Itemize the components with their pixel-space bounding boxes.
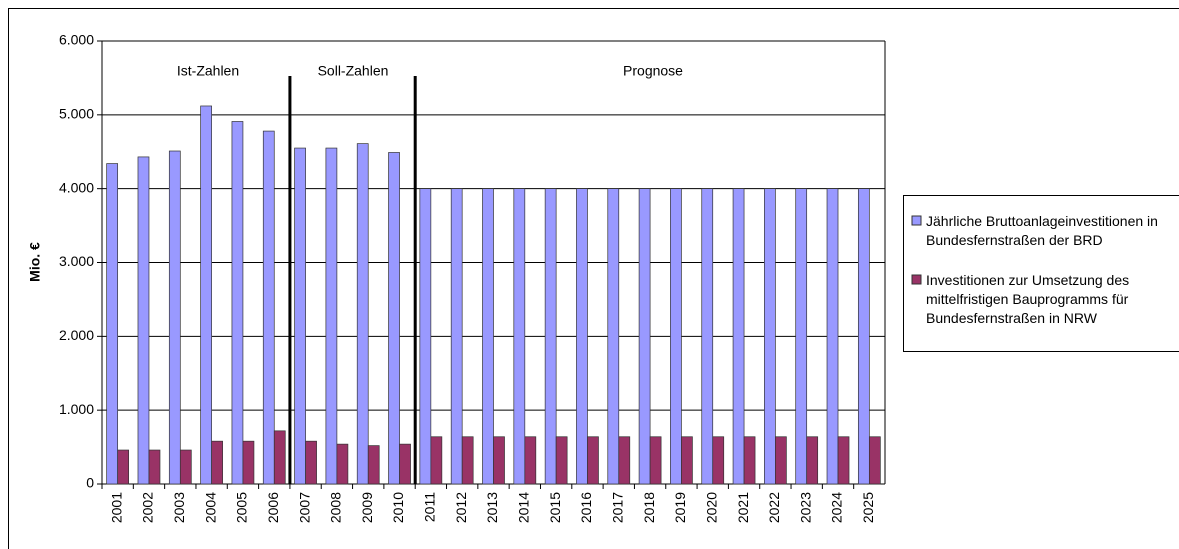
bar <box>618 436 631 485</box>
y-tick-label: 5.000 <box>59 106 94 122</box>
x-tick-label: 2004 <box>202 492 218 523</box>
bar <box>325 147 338 485</box>
legend-box <box>903 195 1179 352</box>
bar <box>117 449 130 485</box>
legend-swatch <box>911 215 922 226</box>
bar <box>179 449 192 485</box>
bar <box>482 188 494 485</box>
x-tick-label: 2014 <box>516 492 532 523</box>
y-tick-label: 0 <box>86 475 94 491</box>
x-tick-label: 2013 <box>484 492 500 523</box>
bar <box>356 143 369 485</box>
chart-frame <box>8 8 1179 549</box>
legend-swatch <box>911 274 922 285</box>
bar <box>544 188 557 485</box>
bar <box>493 436 505 485</box>
bar <box>795 188 808 485</box>
bar <box>712 436 725 485</box>
x-tick-label: 2017 <box>609 492 625 523</box>
x-tick-label: 2007 <box>296 492 312 523</box>
bar <box>806 436 819 485</box>
x-tick-label: 2019 <box>672 492 688 523</box>
bar <box>430 436 443 485</box>
bar <box>262 130 275 485</box>
y-tick-label: 3.000 <box>59 253 94 269</box>
bar <box>587 436 599 485</box>
y-tick-label: 2.000 <box>59 327 94 343</box>
bar <box>399 443 411 485</box>
legend-label: Jährliche Bruttoanlageinvestitionen in B… <box>926 213 1158 248</box>
bar <box>868 436 881 485</box>
bar <box>450 188 463 485</box>
x-tick-label: 2023 <box>797 492 813 523</box>
annotation: Ist-Zahlen <box>177 63 239 79</box>
bar <box>764 188 776 485</box>
bar <box>607 188 620 485</box>
x-tick-label: 2009 <box>359 492 375 523</box>
x-tick-label: 2005 <box>234 492 250 523</box>
bar <box>211 440 223 485</box>
annotation: Soll-Zahlen <box>318 63 389 79</box>
x-tick-label: 2021 <box>735 492 751 523</box>
y-tick-label: 1.000 <box>59 401 94 417</box>
x-tick-label: 2011 <box>422 492 438 522</box>
bar <box>524 436 537 485</box>
bar <box>555 436 568 485</box>
x-tick-label: 2015 <box>547 492 563 523</box>
x-tick-label: 2010 <box>390 492 406 523</box>
x-tick-label: 2001 <box>108 492 124 523</box>
bar <box>638 188 651 485</box>
bar <box>513 188 526 485</box>
y-tick-label: 4.000 <box>59 179 94 195</box>
bar <box>857 188 870 485</box>
bar <box>367 445 380 485</box>
annotation: Prognose <box>623 63 683 79</box>
x-tick-label: 2025 <box>860 492 876 523</box>
bar <box>743 436 756 485</box>
bar <box>273 430 286 485</box>
bar <box>649 436 662 485</box>
bar <box>106 163 119 485</box>
x-tick-label: 2002 <box>140 492 156 523</box>
legend-label: Investitionen zur Umsetzung des mittelfr… <box>926 272 1130 326</box>
bar <box>242 440 255 485</box>
x-tick-label: 2003 <box>171 492 187 523</box>
bar <box>681 436 693 485</box>
bar <box>336 443 349 485</box>
x-tick-label: 2024 <box>829 492 845 523</box>
bar <box>200 105 212 485</box>
bar <box>670 188 682 485</box>
bar <box>461 436 474 485</box>
bar <box>419 188 432 485</box>
bar <box>732 188 745 485</box>
x-tick-label: 2012 <box>453 492 469 523</box>
bar <box>168 150 181 485</box>
x-tick-label: 2008 <box>328 492 344 523</box>
bar <box>775 436 787 485</box>
bar <box>294 147 306 485</box>
bar <box>388 152 400 485</box>
bar <box>826 188 839 485</box>
y-axis-label: Mio. € <box>27 242 43 282</box>
bar <box>305 440 317 485</box>
x-tick-label: 2022 <box>766 492 782 523</box>
bar <box>148 449 161 485</box>
bar <box>231 121 244 485</box>
bar <box>837 436 850 485</box>
x-tick-label: 2016 <box>578 492 594 523</box>
bar <box>137 156 150 485</box>
x-tick-label: 2018 <box>641 492 657 523</box>
bar <box>576 188 588 485</box>
y-tick-label: 6.000 <box>59 32 94 48</box>
x-tick-label: 2006 <box>265 492 281 523</box>
x-tick-label: 2020 <box>703 492 719 523</box>
bar <box>701 188 714 485</box>
